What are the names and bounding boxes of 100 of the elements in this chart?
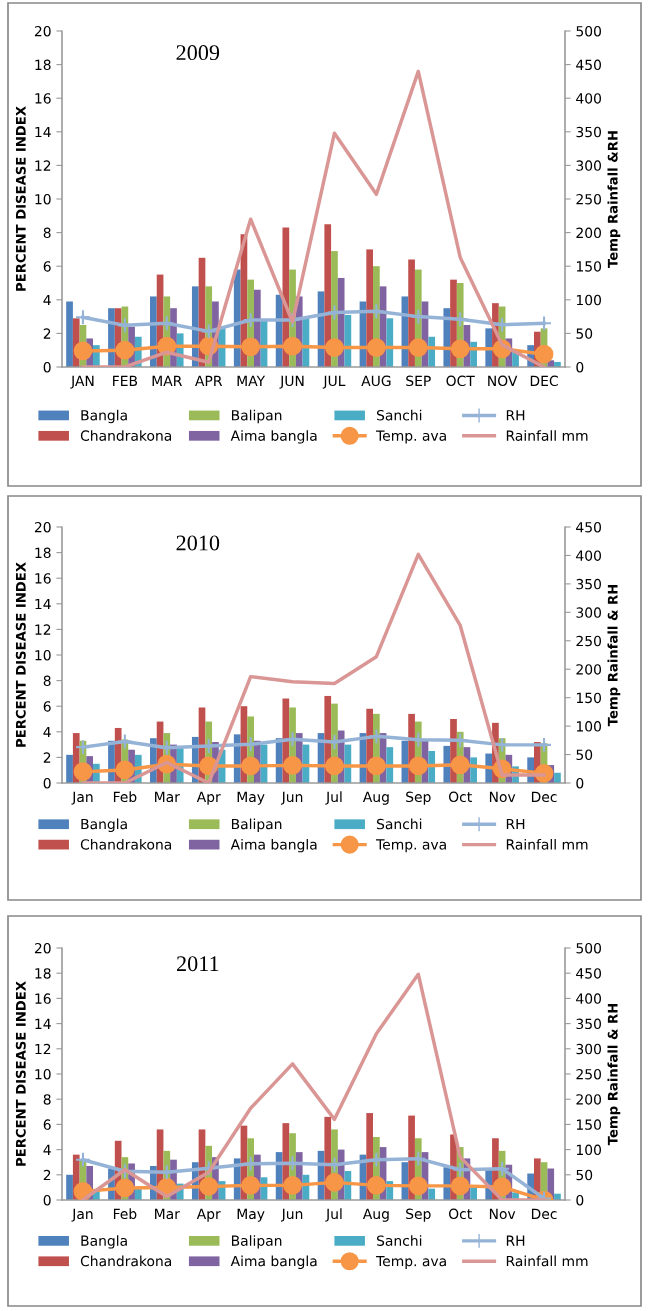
x-tick-label: Feb [113, 1208, 137, 1220]
y2-tick-label: 250 [576, 193, 601, 205]
x-tick-label: Aug [362, 1208, 389, 1222]
legend-label: Temp. ava [376, 430, 446, 444]
y2-tick-label: 200 [576, 1094, 601, 1105]
y2-tick-label: 400 [576, 93, 601, 104]
legend-label: RH [506, 818, 525, 830]
x-tick-label: Oct [448, 791, 472, 803]
legend-label: Aima bangla [230, 838, 317, 853]
x-tick-label: JUN [279, 375, 304, 389]
y-tick-label: 4 [43, 294, 51, 306]
y-axis-title: PERCENT DISEASE INDEX [15, 981, 26, 1166]
x-tick-label: JAN [70, 375, 94, 389]
y2-tick-label: 450 [576, 59, 601, 71]
x-tick-label: JUL [322, 375, 346, 389]
y2-tick-label: 500 [576, 942, 601, 954]
y-axis-title: PERCENT DISEASE INDEX [15, 562, 26, 747]
y2-tick-label: 50 [576, 328, 593, 339]
y-axis-title: PERCENT DISEASE INDEX [15, 106, 26, 291]
y2-tick-label: 200 [576, 227, 601, 239]
y-tick-label: 16 [35, 573, 51, 584]
legend-label: Rainfall mm [506, 1255, 588, 1267]
x-tick-label: DEC [530, 375, 558, 387]
x-tick-label: SEP [406, 375, 431, 387]
y2-tick-label: 450 [576, 521, 601, 533]
x-tick-label: NOV [488, 375, 518, 387]
x-tick-label: Jan [71, 1208, 93, 1222]
y-tick-label: 6 [43, 1119, 51, 1130]
x-tick-label: Apr [196, 1208, 221, 1222]
x-tick-label: Jun [280, 791, 303, 805]
y-tick-label: 14 [35, 126, 51, 138]
y2-tick-label: 350 [576, 1018, 601, 1030]
x-tick-label: Apr [196, 791, 221, 805]
x-tick-label: Nov [489, 1208, 516, 1220]
y-tick-label: 12 [35, 160, 51, 171]
y2-tick-label: 0 [576, 777, 584, 789]
y2-axis-title: Temp Rainfall & RH [607, 1003, 621, 1146]
x-tick-label: MAR [152, 375, 182, 386]
y2-tick-label: 150 [576, 261, 601, 272]
legend-label: Temp. ava [376, 839, 446, 853]
y2-tick-label: 300 [576, 1043, 601, 1055]
legend-label: Sanchi [376, 1235, 422, 1246]
x-tick-label: Jan [71, 791, 93, 805]
y-tick-label: 18 [35, 968, 51, 979]
y-tick-label: 14 [35, 1018, 51, 1029]
y-tick-label: 20 [34, 521, 51, 533]
y-tick-label: 12 [35, 624, 51, 635]
legend-label: Rainfall mm [506, 838, 588, 850]
y-tick-label: 0 [43, 777, 51, 789]
x-tick-label: Mar [155, 1208, 180, 1220]
chart-title: 2011 [176, 956, 219, 972]
y-tick-label: 20 [34, 942, 51, 954]
y-tick-label: 10 [35, 649, 51, 661]
y2-tick-label: 100 [576, 1144, 601, 1156]
legend-label: Sanchi [376, 409, 422, 421]
y2-tick-label: 400 [576, 550, 601, 561]
y-tick-label: 0 [43, 361, 51, 373]
y-tick-label: 18 [35, 547, 51, 559]
legend-label: RH [506, 1235, 525, 1246]
y-tick-label: 2 [43, 328, 51, 339]
x-tick-label: Jul [325, 791, 342, 805]
y-tick-label: 6 [43, 701, 51, 712]
x-tick-label: OCT [446, 375, 475, 387]
legend-label: Bangla [81, 818, 127, 832]
legend-label: Chandrakona [80, 838, 172, 850]
y2-axis-title: Temp Rainfall &RH [607, 131, 621, 268]
y2-tick-label: 150 [576, 1119, 601, 1130]
x-tick-label: Aug [362, 791, 389, 805]
legend-label: RH [506, 410, 525, 421]
legend-label: Balipan [231, 1235, 282, 1249]
x-tick-label: May [237, 1208, 265, 1222]
legend-label: Chandrakona [80, 1255, 172, 1267]
y2-tick-label: 50 [576, 1169, 593, 1181]
y2-tick-label: 350 [576, 578, 601, 590]
y2-tick-label: 300 [576, 160, 601, 171]
y2-tick-label: 0 [576, 361, 584, 373]
chart-title: 2009 [176, 45, 220, 61]
y-tick-label: 10 [35, 1068, 51, 1080]
y2-tick-label: 150 [576, 692, 601, 704]
chart-title: 2010 [176, 535, 220, 551]
x-tick-label: FEB [113, 375, 138, 386]
y2-tick-label: 200 [576, 664, 601, 675]
x-tick-label: Jul [325, 1208, 342, 1222]
legend-label: Balipan [231, 818, 282, 832]
y-tick-label: 16 [35, 993, 51, 1004]
y-tick-label: 20 [34, 25, 51, 37]
y2-tick-label: 300 [576, 607, 601, 618]
x-tick-label: Nov [489, 791, 516, 803]
legend-label: Bangla [81, 1235, 127, 1249]
legend-label: Balipan [231, 409, 282, 424]
x-tick-label: Dec [531, 1208, 557, 1220]
legend-label: Bangla [81, 409, 127, 424]
y-tick-label: 0 [43, 1194, 51, 1206]
y-tick-label: 14 [35, 598, 51, 610]
y2-tick-label: 350 [576, 126, 601, 138]
legend-label: Temp. ava [376, 1255, 446, 1270]
x-tick-label: MAY [237, 375, 266, 386]
legend-label: Aima bangla [230, 430, 317, 444]
legend-label: Chandrakona [80, 430, 172, 441]
y2-axis-title: Temp Rainfall & RH [607, 584, 621, 727]
